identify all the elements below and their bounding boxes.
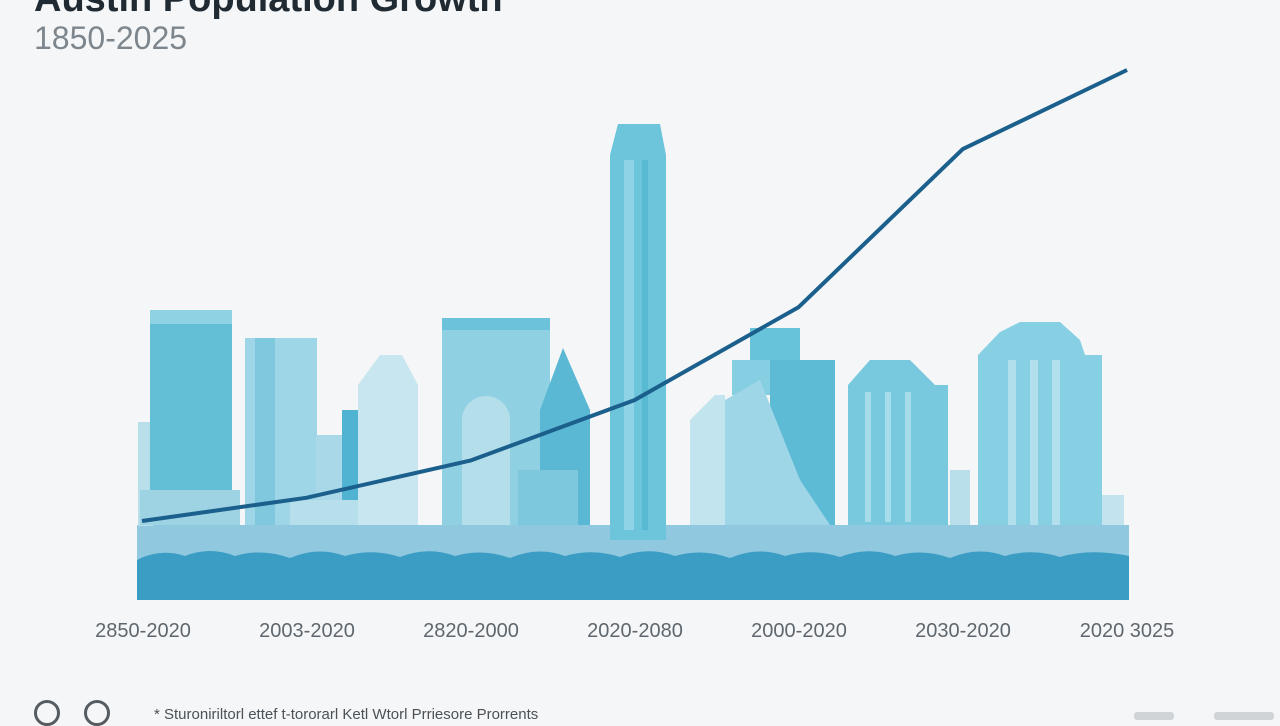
x-tick-label: 2020 3025 [1080, 620, 1175, 642]
cc-icon [34, 700, 60, 726]
x-tick-label: 2000-2020 [751, 620, 847, 642]
x-tick-label: 2003-2020 [259, 620, 355, 642]
source-note: * Sturoniriltorl ettef t-tororarl Ketl W… [154, 706, 538, 723]
x-tick-label: 2820-2000 [423, 620, 519, 642]
x-tick-label: 2030-2020 [915, 620, 1011, 642]
skyline-illustration [137, 124, 1129, 600]
x-tick-label: 2020-2080 [587, 620, 683, 642]
footer: * Sturoniriltorl ettef t-tororarl Ketl W… [34, 700, 1254, 720]
by-icon [84, 700, 110, 726]
x-tick-label: 2850-2020 [95, 620, 191, 642]
footer-mark [1134, 712, 1174, 720]
footer-mark [1214, 712, 1274, 720]
x-axis: 2850-2020 2003-2020 2820-2000 2020-2080 2000… [95, 620, 1174, 642]
